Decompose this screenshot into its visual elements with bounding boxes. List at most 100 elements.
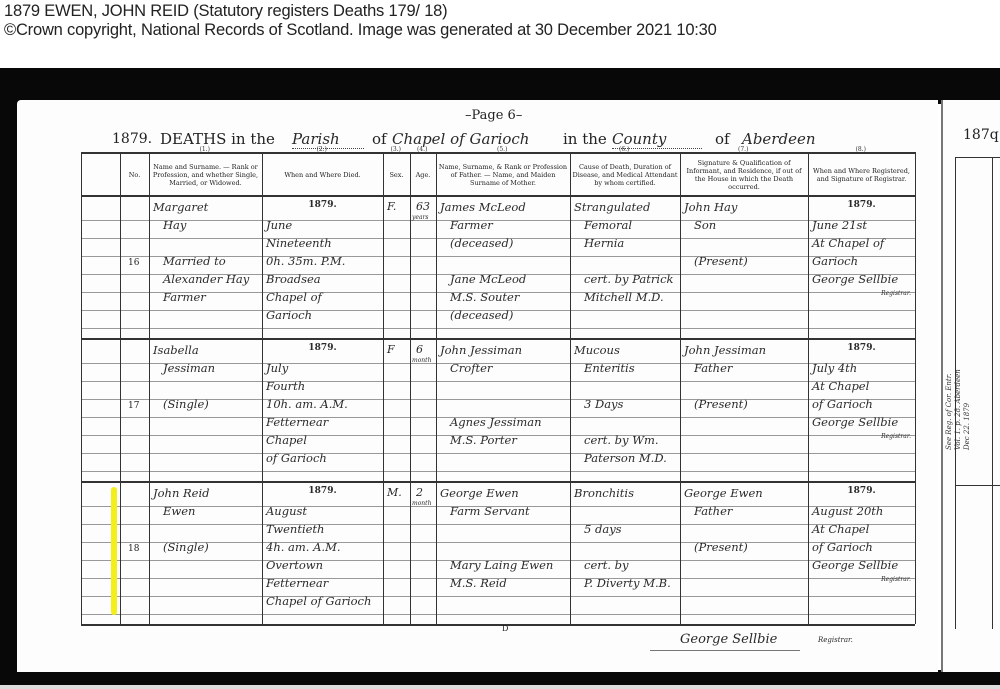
informant-line: (Present) [694, 254, 748, 268]
informant-line: George Ewen [684, 486, 763, 500]
signature-line [650, 650, 800, 651]
entry-divider [81, 624, 915, 626]
column-header: Sex. [389, 171, 404, 179]
age-unit: month [412, 357, 432, 364]
next-page-border [992, 157, 993, 629]
entry-number: 16 [128, 258, 140, 268]
parents-line: Farmer [450, 218, 493, 232]
scan-border-bottom [0, 670, 1000, 685]
column-divider [410, 152, 411, 624]
death-date-place-line: Fetternear [266, 576, 329, 590]
column-number: (3.) [390, 146, 401, 153]
death-date-place-line: Fourth [266, 379, 306, 393]
column-header: Name, Surname, & Rank or Profession of F… [438, 163, 568, 187]
age-unit: years [412, 214, 429, 221]
cause-of-death-line: Femoral [584, 218, 633, 232]
column-number: (2.) [316, 146, 327, 153]
age-value: 6 [416, 343, 423, 356]
of-label: of [372, 130, 387, 148]
name-line: Hay [163, 218, 187, 232]
parents-line: M.S. Souter [450, 290, 520, 304]
death-date-place-line: Broadsea [266, 272, 321, 286]
death-date-place-line: August [266, 504, 308, 518]
registrar-signature: George Sellbie [680, 632, 778, 647]
sex-value: F. [387, 200, 397, 213]
parents-line: John Jessiman [440, 343, 523, 357]
margin-note-line: Dec 22. 1879 [963, 402, 971, 450]
parents-line: James McLeod [440, 200, 526, 214]
column-divider [149, 152, 150, 624]
next-page-border [955, 485, 1000, 486]
cause-of-death-line: 5 days [584, 522, 622, 536]
column-divider [262, 152, 263, 624]
registration-line: At Chapel [812, 379, 870, 393]
registration-line: 1879. [847, 486, 876, 496]
column-number: (5.) [497, 146, 508, 153]
cause-of-death-line: Hernia [584, 236, 625, 250]
age-unit: month [412, 500, 432, 507]
column-divider [383, 152, 384, 624]
name-line: Isabella [153, 343, 199, 357]
parents-line: Agnes Jessiman [450, 415, 542, 429]
cause-of-death-line: Mucous [574, 343, 620, 357]
in-the-label: in the [563, 130, 607, 148]
sex-value: M. [387, 486, 402, 499]
sex-value: F [387, 343, 395, 356]
column-header: Age. [415, 171, 431, 179]
margin-note-line: Vol. 1. p. 28. Aberdeen [954, 369, 962, 450]
registration-line: of Garioch [812, 540, 873, 554]
next-page-border [955, 157, 956, 629]
next-page-border [955, 157, 1000, 158]
column-divider [120, 152, 121, 624]
cause-of-death-line: Enteritis [584, 361, 635, 375]
parents-line: Crofter [450, 361, 493, 375]
death-date-place-line: 1879. [308, 486, 337, 496]
name-line: Ewen [163, 504, 196, 518]
registration-line: Registrar. [881, 433, 911, 440]
death-date-place-line: Chapel of Garioch [266, 594, 372, 608]
death-date-place-line: Overtown [266, 558, 324, 572]
page-number: –Page 6– [465, 108, 523, 123]
column-number: (8.) [855, 146, 866, 153]
death-date-place-line: 1879. [308, 343, 337, 353]
death-date-place-line: July [266, 361, 289, 375]
cause-of-death-line: 3 Days [584, 397, 624, 411]
registration-line: June 21st [812, 218, 868, 232]
registration-line: Registrar. [881, 576, 911, 583]
name-line: John Reid [153, 486, 210, 500]
name-line: Jessiman [163, 361, 216, 375]
column-number: (7.) [738, 146, 749, 153]
death-date-place-line: Twentieth [266, 522, 325, 536]
cause-of-death-line: Paterson M.D. [584, 451, 667, 465]
informant-line: Father [694, 361, 733, 375]
entry-number: 18 [128, 544, 140, 554]
cause-of-death-line: Strangulated [574, 200, 651, 214]
cause-of-death-line: Mitchell M.D. [584, 290, 664, 304]
informant-line: John Hay [684, 200, 738, 214]
deaths-heading: DEATHS in the [160, 130, 275, 148]
next-register-page [941, 100, 1000, 672]
cause-of-death-line: cert. by [584, 558, 629, 572]
column-header: Signature & Qualification of Informant, … [686, 159, 802, 191]
cause-of-death-line: cert. by Wm. [584, 433, 659, 447]
cause-of-death-line: cert. by Patrick [584, 272, 674, 286]
registration-line: of Garioch [812, 397, 873, 411]
parish-label: Parish [292, 130, 364, 149]
parents-line: M.S. Porter [450, 433, 517, 447]
informant-line: Son [694, 218, 717, 232]
header-divider [81, 195, 915, 197]
death-date-place-line: 0h. 35m. P.M. [266, 254, 346, 268]
parish-name: Chapel of Garioch [392, 130, 530, 148]
scan-bottom-edge [0, 685, 1000, 689]
registrar-label: Registrar. [818, 636, 853, 644]
footer-mark: D [502, 624, 509, 633]
registration-line: 1879. [847, 343, 876, 353]
registration-line: George Sellbie [812, 558, 899, 572]
registration-line: July 4th [812, 361, 858, 375]
informant-line: (Present) [694, 540, 748, 554]
informant-line: Father [694, 504, 733, 518]
death-date-place-line: June [266, 218, 293, 232]
column-number: (1.) [199, 146, 210, 153]
column-divider [915, 152, 916, 624]
registration-line: George Sellbie [812, 415, 899, 429]
